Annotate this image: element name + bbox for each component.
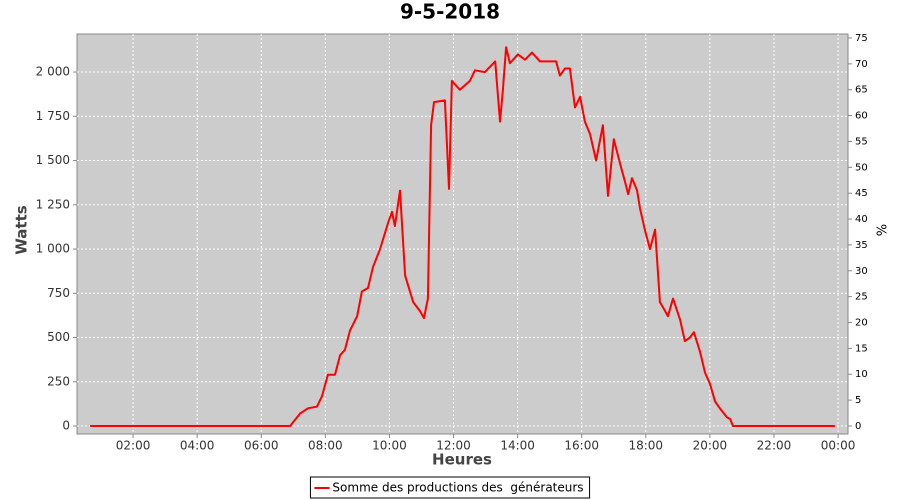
- legend: Somme des productions des générateurs: [309, 476, 591, 499]
- series-line: [90, 46, 835, 427]
- x-tick-label: 04:00: [180, 439, 215, 453]
- y2-tick-label: 75: [855, 33, 868, 44]
- y-tick-label: 500: [47, 330, 70, 344]
- x-axis-label: Heures: [432, 451, 492, 469]
- x-tick-label: 16:00: [564, 439, 599, 453]
- x-tick-label: 00:00: [821, 439, 856, 453]
- y2-tick-label: 45: [855, 188, 868, 199]
- y2-tick-label: 35: [855, 240, 868, 251]
- y2-tick-label: 25: [855, 292, 868, 303]
- y-tick-label: 750: [47, 286, 70, 300]
- x-tick-label: 14:00: [500, 439, 535, 453]
- y2-tick-label: 50: [855, 162, 868, 173]
- y-tick-label: 1 250: [36, 197, 70, 211]
- x-tick-label: 22:00: [757, 439, 792, 453]
- y2-tick-label: 15: [855, 343, 868, 354]
- y-tick-label: 0: [62, 419, 70, 433]
- x-tick-label: 18:00: [628, 439, 663, 453]
- x-tick-label: 10:00: [372, 439, 407, 453]
- y-tick-label: 1 750: [36, 109, 70, 123]
- y2-tick-label: 55: [855, 136, 868, 147]
- y-axis-label: Watts: [13, 205, 31, 254]
- plot-area: [76, 33, 849, 435]
- x-tick-label: 08:00: [308, 439, 343, 453]
- y-tick-label: 1 000: [36, 242, 70, 256]
- y-tick-label: 2 000: [36, 65, 70, 79]
- legend-label: Somme des productions des générateurs: [332, 481, 583, 495]
- y2-tick-label: 70: [855, 59, 868, 70]
- x-tick-label: 20:00: [693, 439, 728, 453]
- y2-axis-label: %: [876, 224, 891, 236]
- y2-tick-label: 65: [855, 85, 868, 96]
- x-tick-label: 02:00: [116, 439, 151, 453]
- x-tick-label: 06:00: [244, 439, 279, 453]
- y-tick-label: 250: [47, 374, 70, 388]
- y2-tick-label: 10: [855, 369, 868, 380]
- y2-tick-label: 20: [855, 318, 868, 329]
- chart-title: 9-5-2018: [400, 0, 500, 24]
- legend-box: [309, 476, 591, 499]
- y2-tick-label: 30: [855, 266, 868, 277]
- y2-tick-label: 60: [855, 111, 868, 122]
- y2-tick-label: 0: [855, 421, 861, 432]
- y2-tick-label: 5: [855, 395, 861, 406]
- y-tick-label: 1 500: [36, 153, 70, 167]
- y2-tick-label: 40: [855, 214, 868, 225]
- x-tick-label: 12:00: [436, 439, 471, 453]
